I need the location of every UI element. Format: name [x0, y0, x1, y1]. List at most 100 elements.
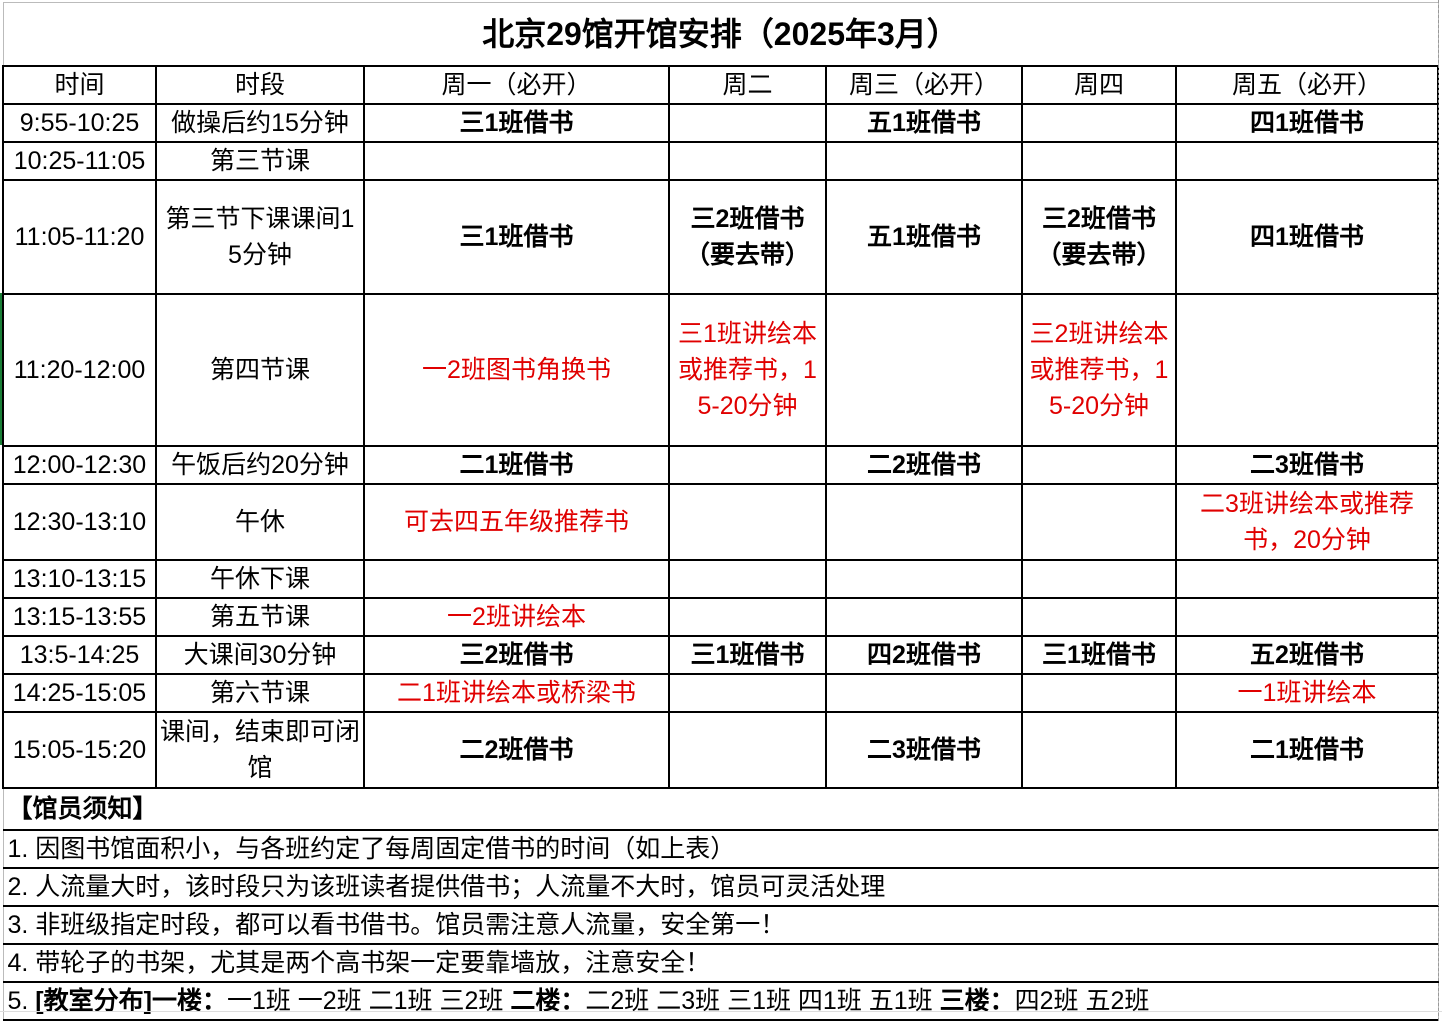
schedule-cell[interactable]: [825, 558, 1023, 599]
note-segment: 5.: [7, 986, 36, 1015]
schedule-cell[interactable]: 三2班讲绘本或推荐书，15-20分钟: [1021, 292, 1177, 447]
note-item[interactable]: 4. 带轮子的书架，尤其是两个高书架一定要靠墙放，注意安全！: [2, 942, 1439, 983]
schedule-cell[interactable]: 三1班借书: [1021, 634, 1177, 675]
period-cell[interactable]: 做操后约15分钟: [155, 102, 365, 143]
schedule-cell[interactable]: 二1班借书: [1174, 710, 1440, 789]
schedule-cell[interactable]: [825, 596, 1023, 637]
period-cell[interactable]: 午休: [155, 482, 365, 561]
schedule-cell[interactable]: 三2班借书（要去带）: [668, 178, 827, 295]
schedule-cell[interactable]: [668, 710, 827, 789]
schedule-cell[interactable]: [363, 140, 670, 181]
schedule-cell[interactable]: 二3班借书: [825, 710, 1023, 789]
schedule-cell[interactable]: 二3班借书: [1174, 444, 1440, 485]
note-item[interactable]: 3. 非班级指定时段，都可以看书借书。馆员需注意人流量，安全第一！: [2, 904, 1439, 945]
period-cell[interactable]: 第五节课: [155, 596, 365, 637]
note-segment: 二2班 二3班 三1班 四1班 五1班: [585, 986, 940, 1015]
table-row: 9:55-10:25 做操后约15分钟 三1班借书 五1班借书 四1班借书: [2, 102, 1440, 143]
schedule-cell[interactable]: [1021, 672, 1177, 713]
schedule-cell[interactable]: [1021, 140, 1177, 181]
schedule-cell[interactable]: 五2班借书: [1174, 634, 1440, 675]
schedule-cell[interactable]: [1174, 292, 1440, 447]
schedule-cell[interactable]: [825, 140, 1023, 181]
table-row: 12:00-12:30 午饭后约20分钟 二1班借书 二2班借书 二3班借书: [2, 444, 1440, 485]
page-break-line: [1438, 0, 1439, 1021]
period-cell[interactable]: 课间，结束即可闭馆: [155, 710, 365, 789]
sheet-title[interactable]: 北京29馆开馆安排（2025年3月）: [2, 2, 1439, 67]
schedule-cell[interactable]: 一2班图书角换书: [363, 292, 670, 447]
notes-title[interactable]: 【馆员须知】: [2, 786, 1439, 831]
period-cell[interactable]: 午休下课: [155, 558, 365, 599]
schedule-cell[interactable]: [1174, 558, 1440, 599]
schedule-cell[interactable]: 四2班借书: [825, 634, 1023, 675]
table-row: 14:25-15:05 第六节课 二1班讲绘本或桥梁书 一1班讲绘本: [2, 672, 1440, 713]
schedule-cell[interactable]: [668, 140, 827, 181]
column-header[interactable]: 周一（必开）: [363, 64, 670, 105]
schedule-cell[interactable]: 三1班借书: [363, 102, 670, 143]
time-cell[interactable]: 9:55-10:25: [2, 102, 157, 143]
schedule-cell[interactable]: 五1班借书: [825, 102, 1023, 143]
time-cell[interactable]: 13:10-13:15: [2, 558, 157, 599]
time-cell[interactable]: 12:30-13:10: [2, 482, 157, 561]
schedule-cell[interactable]: [1174, 596, 1440, 637]
schedule-cell[interactable]: 可去四五年级推荐书: [363, 482, 670, 561]
schedule-cell[interactable]: [825, 672, 1023, 713]
schedule-cell[interactable]: [1021, 558, 1177, 599]
schedule-cell[interactable]: [1021, 444, 1177, 485]
period-cell[interactable]: 第六节课: [155, 672, 365, 713]
time-cell[interactable]: 15:05-15:20: [2, 710, 157, 789]
time-cell[interactable]: 12:00-12:30: [2, 444, 157, 485]
schedule-cell[interactable]: [668, 444, 827, 485]
schedule-cell[interactable]: [1021, 596, 1177, 637]
schedule-cell[interactable]: 二2班借书: [363, 710, 670, 789]
schedule-cell[interactable]: 三1班借书: [668, 634, 827, 675]
time-cell[interactable]: 13:5-14:25: [2, 634, 157, 675]
schedule-cell[interactable]: [825, 292, 1023, 447]
column-header[interactable]: 时段: [155, 64, 365, 105]
note-segment: 四2班 五2班: [1014, 986, 1150, 1015]
schedule-cell[interactable]: 四1班借书: [1174, 178, 1440, 295]
time-cell[interactable]: 13:15-13:55: [2, 596, 157, 637]
period-cell[interactable]: 大课间30分钟: [155, 634, 365, 675]
schedule-cell[interactable]: [1021, 482, 1177, 561]
schedule-cell[interactable]: 三1班借书: [363, 178, 670, 295]
note-item[interactable]: 1. 因图书馆面积小，与各班约定了每周固定借书的时间（如上表）: [2, 828, 1439, 869]
schedule-cell[interactable]: 三2班借书: [363, 634, 670, 675]
note-segment: 二楼：: [510, 986, 586, 1015]
schedule-cell[interactable]: 二2班借书: [825, 444, 1023, 485]
schedule-cell[interactable]: 三1班讲绘本或推荐书，15-20分钟: [668, 292, 827, 447]
schedule-cell[interactable]: [668, 482, 827, 561]
schedule-cell[interactable]: [668, 102, 827, 143]
schedule-cell[interactable]: [668, 596, 827, 637]
schedule-cell[interactable]: [1021, 710, 1177, 789]
schedule-cell[interactable]: 二3班讲绘本或推荐书，20分钟: [1174, 482, 1440, 561]
schedule-cell[interactable]: [668, 558, 827, 599]
schedule-cell[interactable]: [668, 672, 827, 713]
time-cell[interactable]: 10:25-11:05: [2, 140, 157, 181]
schedule-cell[interactable]: 一2班讲绘本: [363, 596, 670, 637]
schedule-cell[interactable]: [1021, 102, 1177, 143]
period-cell[interactable]: 第四节课: [155, 292, 365, 447]
schedule-cell[interactable]: 二1班借书: [363, 444, 670, 485]
schedule-cell[interactable]: 五1班借书: [825, 178, 1023, 295]
schedule-cell[interactable]: 二1班讲绘本或桥梁书: [363, 672, 670, 713]
time-cell[interactable]: 14:25-15:05: [2, 672, 157, 713]
note-item[interactable]: 2. 人流量大时，该时段只为该班读者提供借书；人流量不大时，馆员可灵活处理: [2, 866, 1439, 907]
period-cell[interactable]: 午饭后约20分钟: [155, 444, 365, 485]
period-cell[interactable]: 第三节课: [155, 140, 365, 181]
schedule-cell[interactable]: [825, 482, 1023, 561]
column-header[interactable]: 周四: [1021, 64, 1177, 105]
schedule-cell[interactable]: [1174, 140, 1440, 181]
column-header[interactable]: 周五（必开）: [1174, 64, 1440, 105]
column-header[interactable]: 周二: [668, 64, 827, 105]
time-cell[interactable]: 11:20-12:00: [2, 292, 157, 447]
note-item-classrooms[interactable]: 5. [教室分布]一楼：一1班 一2班 二1班 三2班 二楼：二2班 二3班 三…: [2, 980, 1439, 1021]
column-header[interactable]: 周三（必开）: [825, 64, 1023, 105]
schedule-cell[interactable]: 四1班借书: [1174, 102, 1440, 143]
schedule-cell[interactable]: 三2班借书（要去带）: [1021, 178, 1177, 295]
time-cell[interactable]: 11:05-11:20: [2, 178, 157, 295]
table-row: 13:10-13:15 午休下课: [2, 558, 1440, 599]
schedule-cell[interactable]: [363, 558, 670, 599]
period-cell[interactable]: 第三节下课课间15分钟: [155, 178, 365, 295]
column-header[interactable]: 时间: [2, 64, 157, 105]
schedule-cell[interactable]: 一1班讲绘本: [1174, 672, 1440, 713]
